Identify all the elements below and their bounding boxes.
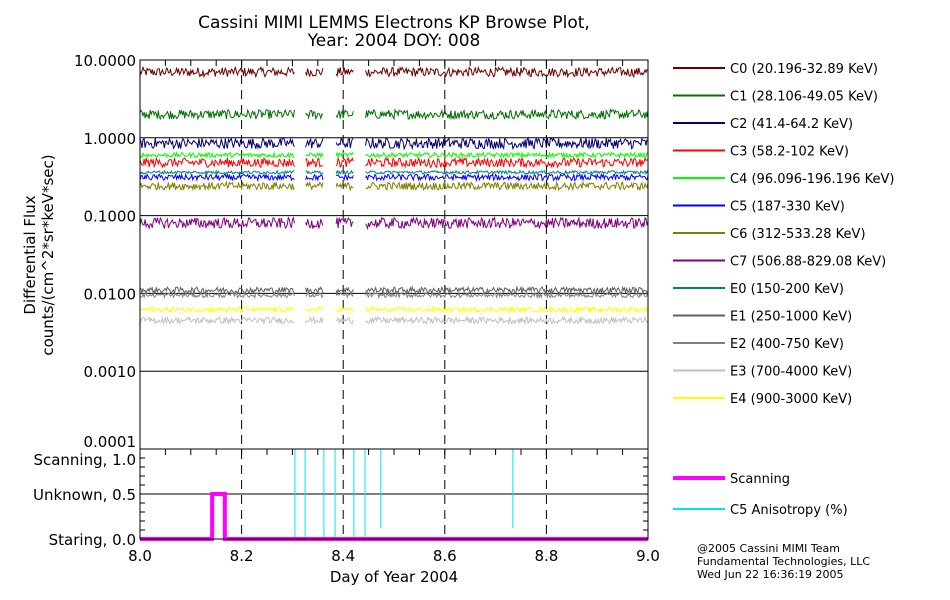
x-tick-label: 8.0 <box>128 547 152 565</box>
legend-label: C2 (41.4-64.2 KeV) <box>730 117 853 132</box>
series-line-c2 <box>139 136 649 151</box>
y-axis-label: Differential Flux <box>21 195 39 314</box>
x-tick-label: 9.0 <box>636 547 660 565</box>
legend-label: E2 (400-750 KeV) <box>730 337 844 352</box>
series-line-e0 <box>139 169 649 176</box>
series-line-c3 <box>139 156 649 169</box>
series-line-c7 <box>139 215 649 231</box>
x-tick-label: 8.6 <box>433 547 457 565</box>
series-line-e4 <box>139 305 649 314</box>
y-tick-label: 0.0100 <box>84 285 137 303</box>
scanning-line <box>140 492 648 541</box>
legend-label: C7 (506.88-829.08 KeV) <box>730 255 886 270</box>
legend-label: E4 (900-3000 KeV) <box>730 392 852 407</box>
legend-label: C3 (58.2-102 KeV) <box>730 145 849 160</box>
legend-label: C0 (20.196-32.89 KeV) <box>730 62 878 77</box>
legend-label: E0 (150-200 KeV) <box>730 282 844 297</box>
y-axis-label-units: counts/(cm^2*sr*keV*sec) <box>39 154 57 355</box>
footer-timestamp: Wed Jun 22 16:36:19 2005 <box>697 568 844 581</box>
legend-label: C1 (28.106-49.05 KeV) <box>730 90 878 105</box>
x-tick-label: 8.4 <box>331 547 355 565</box>
series-line-c0 <box>139 65 649 79</box>
series-line-c6 <box>139 180 649 192</box>
y-tick-label: 10.0000 <box>74 52 136 70</box>
y2-tick-label: Staring, 0.0 <box>49 531 136 549</box>
series-line-e2 <box>139 291 649 300</box>
legend-label: C6 (312-533.28 KeV) <box>730 227 866 242</box>
series-line-e1 <box>139 285 649 296</box>
series-line-c5 <box>139 172 649 183</box>
footer-company: Fundamental Technologies, LLC <box>697 555 870 568</box>
y2-tick-label: Unknown, 0.5 <box>33 486 136 504</box>
series-line-c4 <box>139 151 649 160</box>
y-tick-label: 0.0010 <box>84 363 137 381</box>
y-tick-label: 0.0001 <box>84 433 137 451</box>
y-tick-label: 0.1000 <box>84 208 137 226</box>
x-tick-label: 8.2 <box>230 547 254 565</box>
legend-label: C5 Anisotropy (%) <box>730 503 848 518</box>
legend-label: E3 (700-4000 KeV) <box>730 365 852 380</box>
x-axis-label: Day of Year 2004 <box>330 568 458 586</box>
bottom-panel-frame <box>139 448 649 540</box>
series-line-c1 <box>139 107 649 121</box>
y2-tick-label: Scanning, 1.0 <box>33 451 136 469</box>
x-tick-label: 8.8 <box>534 547 558 565</box>
legend-label: C4 (96.096-196.196 KeV) <box>730 172 894 187</box>
chart-subtitle: Year: 2004 DOY: 008 <box>307 31 481 51</box>
legend-label: E1 (250-1000 KeV) <box>730 310 852 325</box>
footer-copyright: @2005 Cassini MIMI Team <box>697 542 840 555</box>
y-tick-label: 1.0000 <box>84 130 137 148</box>
series-line-e3 <box>139 315 649 326</box>
chart-title: Cassini MIMI LEMMS Electrons KP Browse P… <box>198 13 590 33</box>
legend-label: Scanning <box>730 472 790 487</box>
legend-label: C5 (187-330 KeV) <box>730 200 845 215</box>
